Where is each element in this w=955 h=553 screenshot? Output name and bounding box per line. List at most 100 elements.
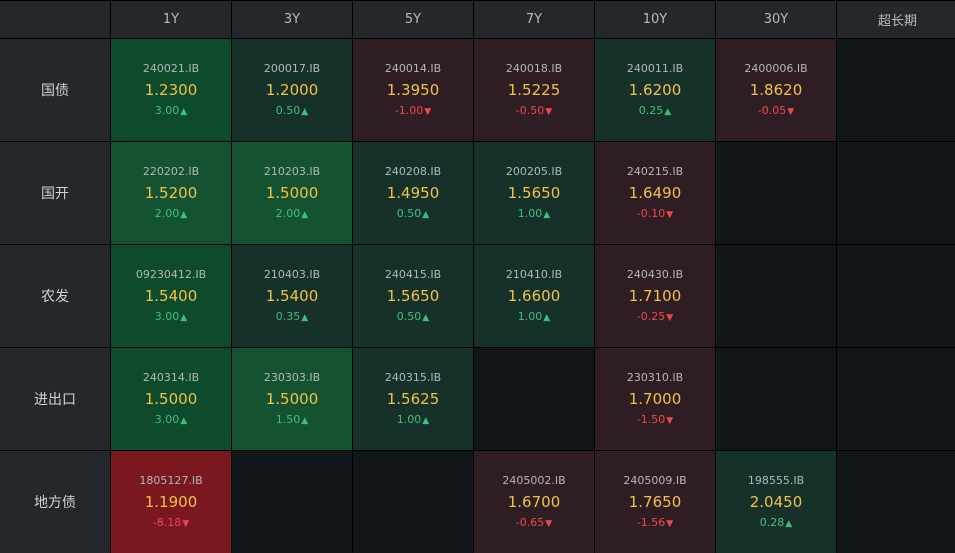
triangle-up-icon: ▲ xyxy=(664,106,672,117)
bond-cell[interactable]: 230310.IB 1.7000 -1.50▼ xyxy=(595,348,715,450)
empty-cell xyxy=(232,451,352,553)
yield-change: -8.18▼ xyxy=(153,516,189,531)
triangle-up-icon: ▲ xyxy=(180,209,188,220)
bond-yield: 1.6490 xyxy=(628,183,682,202)
bond-yield: 1.6700 xyxy=(507,492,561,511)
yield-change: -0.10▼ xyxy=(637,207,673,222)
bond-cell[interactable]: 220202.IB 1.5200 2.00▲ xyxy=(111,142,231,244)
bond-cell[interactable]: 198555.IB 2.0450 0.28▲ xyxy=(716,451,836,553)
triangle-up-icon: ▲ xyxy=(301,415,309,426)
triangle-down-icon: ▼ xyxy=(666,415,674,426)
bond-cell[interactable]: 240014.IB 1.3950 -1.00▼ xyxy=(353,39,473,141)
change-value: 1.00 xyxy=(517,309,543,323)
bond-code: 210203.IB xyxy=(263,164,321,178)
bond-cell[interactable]: 240018.IB 1.5225 -0.50▼ xyxy=(474,39,594,141)
empty-cell xyxy=(837,142,955,244)
column-header[interactable]: 30Y xyxy=(716,1,836,38)
column-header[interactable]: 5Y xyxy=(353,1,473,38)
bond-yield: 1.5625 xyxy=(386,389,440,408)
bond-cell[interactable]: 210410.IB 1.6600 1.00▲ xyxy=(474,245,594,347)
change-value: -0.05 xyxy=(757,103,787,117)
triangle-up-icon: ▲ xyxy=(301,312,309,323)
triangle-down-icon: ▼ xyxy=(666,209,674,220)
bond-code: 2400006.IB xyxy=(744,61,808,75)
bond-cell[interactable]: 2400006.IB 1.8620 -0.05▼ xyxy=(716,39,836,141)
bond-code: 220202.IB xyxy=(142,164,200,178)
bond-yield: 1.8620 xyxy=(749,80,803,99)
bond-code: 240314.IB xyxy=(142,370,200,384)
change-value: 2.00 xyxy=(275,206,301,220)
bond-cell[interactable]: 200205.IB 1.5650 1.00▲ xyxy=(474,142,594,244)
row-label: 进出口 xyxy=(0,348,110,450)
yield-change: -0.50▼ xyxy=(516,104,552,119)
yield-change: 3.00▲ xyxy=(155,104,187,119)
bond-cell[interactable]: 2405002.IB 1.6700 -0.65▼ xyxy=(474,451,594,553)
bond-cell[interactable]: 09230412.IB 1.5400 3.00▲ xyxy=(111,245,231,347)
bond-cell[interactable]: 240314.IB 1.5000 3.00▲ xyxy=(111,348,231,450)
column-header[interactable]: 1Y xyxy=(111,1,231,38)
empty-cell xyxy=(716,245,836,347)
empty-cell xyxy=(837,39,955,141)
yield-change: 0.50▲ xyxy=(397,310,429,325)
yield-change: 0.50▲ xyxy=(397,207,429,222)
triangle-down-icon: ▼ xyxy=(545,106,553,117)
bond-code: 200205.IB xyxy=(505,164,563,178)
change-value: 2.00 xyxy=(154,206,180,220)
empty-cell xyxy=(716,348,836,450)
bond-cell[interactable]: 240430.IB 1.7100 -0.25▼ xyxy=(595,245,715,347)
empty-cell xyxy=(837,348,955,450)
change-value: 0.25 xyxy=(638,103,664,117)
column-header[interactable]: 超长期 xyxy=(837,1,955,38)
triangle-up-icon: ▲ xyxy=(422,415,430,426)
triangle-up-icon: ▲ xyxy=(543,312,551,323)
change-value: 0.28 xyxy=(759,515,785,529)
bond-cell[interactable]: 240315.IB 1.5625 1.00▲ xyxy=(353,348,473,450)
change-value: -1.00 xyxy=(394,103,424,117)
triangle-up-icon: ▲ xyxy=(422,312,430,323)
bond-cell[interactable]: 210203.IB 1.5000 2.00▲ xyxy=(232,142,352,244)
bond-yield: 1.3950 xyxy=(386,80,440,99)
bond-code: 240021.IB xyxy=(142,61,200,75)
triangle-up-icon: ▲ xyxy=(180,415,188,426)
bond-yield: 1.4950 xyxy=(386,183,440,202)
yield-change: 0.50▲ xyxy=(276,104,308,119)
triangle-up-icon: ▲ xyxy=(785,518,793,529)
bond-cell[interactable]: 2405009.IB 1.7650 -1.56▼ xyxy=(595,451,715,553)
triangle-down-icon: ▼ xyxy=(666,312,674,323)
column-header[interactable]: 3Y xyxy=(232,1,352,38)
bond-yield: 1.6600 xyxy=(507,286,561,305)
yield-change: 1.00▲ xyxy=(397,413,429,428)
bond-code: 2405009.IB xyxy=(623,473,687,487)
yield-change: 0.35▲ xyxy=(276,310,308,325)
bond-yield: 1.7650 xyxy=(628,492,682,511)
bond-cell[interactable]: 230303.IB 1.5000 1.50▲ xyxy=(232,348,352,450)
yield-change: 1.00▲ xyxy=(518,310,550,325)
bond-cell[interactable]: 1805127.IB 1.1900 -8.18▼ xyxy=(111,451,231,553)
bond-code: 240014.IB xyxy=(384,61,442,75)
bond-code: 240430.IB xyxy=(626,267,684,281)
bond-code: 210410.IB xyxy=(505,267,563,281)
change-value: 3.00 xyxy=(154,412,180,426)
bond-code: 1805127.IB xyxy=(139,473,203,487)
bond-cell[interactable]: 240021.IB 1.2300 3.00▲ xyxy=(111,39,231,141)
bond-yield: 1.2300 xyxy=(144,80,198,99)
bond-cell[interactable]: 240011.IB 1.6200 0.25▲ xyxy=(595,39,715,141)
bond-cell[interactable]: 200017.IB 1.2000 0.50▲ xyxy=(232,39,352,141)
bond-cell[interactable]: 240215.IB 1.6490 -0.10▼ xyxy=(595,142,715,244)
bond-cell[interactable]: 240208.IB 1.4950 0.50▲ xyxy=(353,142,473,244)
bond-yield: 1.1900 xyxy=(144,492,198,511)
bond-cell[interactable]: 240415.IB 1.5650 0.50▲ xyxy=(353,245,473,347)
yield-change: 0.25▲ xyxy=(639,104,671,119)
column-header[interactable]: 10Y xyxy=(595,1,715,38)
bond-yield: 1.2000 xyxy=(265,80,319,99)
column-header[interactable]: 7Y xyxy=(474,1,594,38)
bond-cell[interactable]: 210403.IB 1.5400 0.35▲ xyxy=(232,245,352,347)
yield-change: 3.00▲ xyxy=(155,310,187,325)
row-label: 国债 xyxy=(0,39,110,141)
triangle-up-icon: ▲ xyxy=(180,312,188,323)
yield-change: -0.65▼ xyxy=(516,516,552,531)
bond-code: 2405002.IB xyxy=(502,473,566,487)
bond-yield: 1.5200 xyxy=(144,183,198,202)
empty-cell xyxy=(837,451,955,553)
